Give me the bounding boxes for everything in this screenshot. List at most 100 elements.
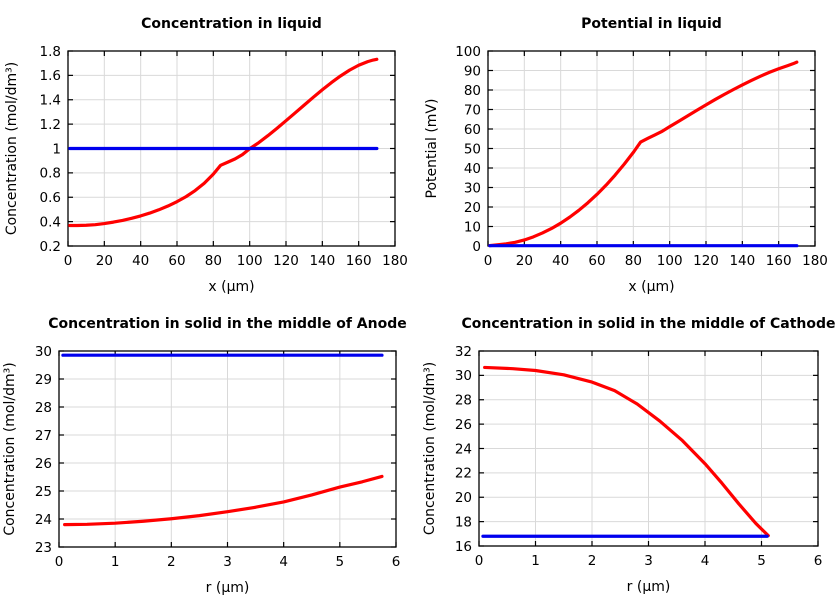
y-tick-label: 24: [35, 512, 52, 528]
y-tick-label: 1.6: [40, 68, 61, 84]
y-tick-label: 30: [35, 344, 52, 360]
x-tick-label: 0: [484, 253, 493, 269]
y-tick-label: 60: [464, 122, 481, 138]
y-tick-label: 29: [35, 372, 52, 388]
chart-canvas: 0 1 2 3 4 5 6 16 18 20 22 24 26 28 30 32 Concentration i…: [422, 316, 836, 595]
y-tick-label: 0.4: [40, 214, 61, 230]
y-axis-label: Concentration (mol/dm³): [4, 62, 20, 235]
x-tick-label: 120: [693, 253, 719, 269]
y-tick-label: 28: [455, 393, 472, 409]
x-tick-label: 40: [132, 253, 149, 269]
x-tick-label: 1: [111, 554, 120, 570]
chart-concentration-solid-cathode: 0 1 2 3 4 5 6 16 18 20 22 24 26 28 30 32 Concentration i…: [420, 300, 840, 600]
y-tick-label: 1.4: [40, 93, 61, 109]
plot-title: Concentration in solid in the middle of …: [48, 316, 406, 332]
chart-concentration-solid-anode: 0 1 2 3 4 5 6 23 24 25 26 27 28 29 30 Concentration in …: [0, 300, 420, 600]
y-tick-label: 32: [455, 344, 472, 360]
y-tick-label: 16: [455, 539, 472, 555]
x-tick-label: 2: [167, 554, 176, 570]
x-tick-label: 0: [55, 554, 64, 570]
red-curve-series: [488, 60, 799, 248]
gridlines: [58, 350, 397, 548]
x-tick-label: 2: [588, 553, 597, 569]
y-tick-label: 30: [464, 180, 481, 196]
x-tick-label: 4: [701, 553, 710, 569]
y-tick-label: 27: [35, 428, 52, 444]
y-tick-label: 0: [472, 239, 481, 255]
x-tick-label: 6: [392, 554, 401, 570]
red-curve-series: [63, 474, 384, 527]
x-tick-label: 100: [657, 253, 683, 269]
x-tick-label: 3: [223, 554, 232, 570]
chart-canvas: 0 20 40 60 80 100 120 140 160 180 0 10 20 30 40 50 60 70 8…: [424, 16, 828, 295]
x-tick-label: 20: [516, 253, 533, 269]
y-tick-label: 70: [464, 102, 481, 118]
y-tick-label: 30: [455, 368, 472, 384]
plot-title: Concentration in liquid: [141, 16, 322, 32]
gridlines: [478, 350, 819, 547]
x-tick-label: 100: [237, 253, 263, 269]
x-tick-label: 40: [552, 253, 569, 269]
x-tick-label: 120: [273, 253, 299, 269]
x-axis-label: x (µm): [208, 279, 254, 295]
x-tick-label: 0: [64, 253, 73, 269]
x-tick-label: 180: [382, 253, 408, 269]
y-tick-label: 40: [464, 161, 481, 177]
plot-title: Potential in liquid: [581, 16, 722, 32]
y-tick-label: 20: [464, 200, 481, 216]
x-tick-label: 20: [96, 253, 113, 269]
x-tick-label: 3: [644, 553, 653, 569]
x-tick-label: 140: [309, 253, 335, 269]
x-axis-label: r (µm): [206, 580, 250, 596]
y-axis-label: Potential (mV): [424, 99, 440, 199]
y-tick-label: 18: [455, 514, 472, 530]
x-tick-label: 6: [814, 553, 823, 569]
x-tick-label: 140: [729, 253, 755, 269]
y-tick-label: 0.2: [40, 239, 61, 255]
chart-potential-in-liquid: 0 20 40 60 80 100 120 140 160 180 0 10 20 30 40 50 60 70 8…: [420, 0, 840, 300]
y-tick-label: 22: [455, 466, 472, 482]
y-tick-label: 25: [35, 484, 52, 500]
x-tick-label: 5: [757, 553, 766, 569]
x-tick-label: 80: [625, 253, 642, 269]
y-tick-label: 10: [464, 219, 481, 235]
tick-marks: [478, 350, 819, 547]
y-tick-label: 90: [464, 63, 481, 79]
x-axis-label: x (µm): [628, 279, 674, 295]
gridlines: [487, 50, 816, 247]
y-tick-label: 1.8: [40, 44, 61, 60]
y-tick-label: 50: [464, 141, 481, 157]
y-tick-label: 1.2: [40, 117, 61, 133]
chart-canvas: 0 20 40 60 80 100 120 140 160 180 0.2 0.4 0.6 0.8 1 1.2…: [4, 16, 408, 295]
y-tick-label: 28: [35, 400, 52, 416]
x-tick-label: 160: [766, 253, 792, 269]
x-tick-label: 1: [531, 553, 540, 569]
x-tick-label: 180: [802, 253, 828, 269]
y-tick-label: 80: [464, 83, 481, 99]
x-axis-label: r (µm): [627, 579, 671, 595]
x-tick-label: 60: [588, 253, 605, 269]
x-tick-label: 160: [346, 253, 372, 269]
y-axis-label: Concentration (mol/dm³): [422, 362, 438, 535]
y-tick-label: 23: [35, 540, 52, 556]
x-tick-label: 80: [205, 253, 222, 269]
x-tick-label: 5: [336, 554, 345, 570]
tick-marks: [487, 50, 816, 247]
y-tick-label: 20: [455, 490, 472, 506]
y-tick-label: 100: [455, 44, 481, 60]
y-tick-label: 26: [455, 417, 472, 433]
x-tick-label: 60: [168, 253, 185, 269]
chart-concentration-in-liquid: 0 20 40 60 80 100 120 140 160 180 0.2 0.4 0.6 0.8 1 1.2…: [0, 0, 420, 300]
y-tick-label: 26: [35, 456, 52, 472]
plot-title: Concentration in solid in the middle of …: [461, 316, 835, 332]
red-curve-series: [483, 365, 770, 538]
red-curve-series: [68, 57, 379, 228]
x-tick-label: 4: [279, 554, 288, 570]
y-tick-label: 1: [52, 141, 61, 157]
y-tick-label: 24: [455, 441, 472, 457]
y-tick-label: 0.6: [40, 190, 61, 206]
tick-marks: [67, 50, 396, 247]
x-tick-label: 0: [475, 553, 484, 569]
